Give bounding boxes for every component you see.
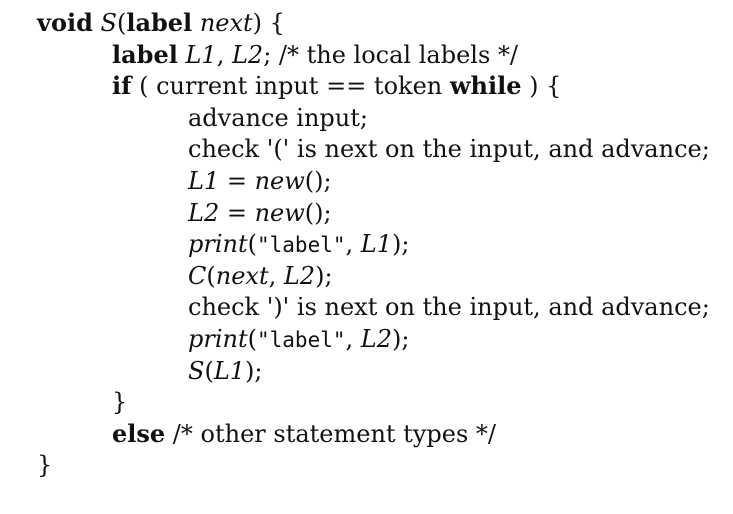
code-token: label [126, 8, 193, 37]
code-token: /* other statement types */ [165, 419, 496, 448]
code-line: check '(' is next on the input, and adva… [188, 134, 710, 164]
code-token: next [215, 261, 269, 290]
code-token: ( [206, 261, 216, 290]
code-token: ) { [521, 72, 562, 101]
code-line: L2 = new(); [188, 198, 332, 228]
code-token: print [188, 230, 248, 259]
code-token: L1 [185, 40, 217, 69]
code-token: S [100, 9, 117, 37]
code-line: print("label", L2); [188, 324, 409, 355]
code-token: (); [304, 167, 332, 195]
code-token: = [219, 167, 255, 195]
code-line: check ')' is next on the input, and adva… [188, 292, 710, 322]
code-token: check ')' is next on the input, and adva… [188, 293, 710, 322]
code-token: ; /* the local labels */ [263, 40, 518, 69]
code-token: L1 [188, 167, 220, 195]
code-token: , [216, 40, 232, 69]
code-token: else [112, 418, 166, 448]
code-token: , [268, 261, 284, 290]
code-token: new [254, 198, 305, 227]
code-token: while [449, 71, 522, 101]
code-token: L1 [360, 230, 392, 259]
code-token: ) { [252, 9, 285, 37]
code-token: "label" [257, 328, 346, 352]
code-token [192, 9, 200, 37]
code-token: ( [116, 9, 127, 37]
code-token: next [199, 9, 253, 37]
code-token: L2 [283, 261, 316, 290]
code-token: ( [247, 325, 257, 353]
code-token: , [345, 230, 361, 259]
code-token: = [219, 198, 255, 227]
code-token: (); [304, 198, 332, 227]
code-token: } [37, 451, 53, 480]
code-token: C [188, 261, 207, 290]
code-token: label [112, 39, 178, 69]
code-token: ); [315, 261, 333, 290]
code-token: check '(' is next on the input, and adva… [188, 135, 710, 164]
code-token: ); [245, 356, 263, 385]
code-token: print [188, 325, 248, 353]
code-line: print("label", L1); [188, 229, 409, 260]
code-line: if ( current input == token while ) { [112, 71, 561, 101]
code-line: L1 = new(); [188, 166, 332, 196]
code-token: ); [392, 325, 410, 353]
code-token: , [345, 325, 361, 353]
code-token: S [188, 356, 205, 385]
code-token: ( [247, 230, 257, 259]
code-line: S(L1); [188, 356, 263, 386]
code-token: L2 [360, 325, 392, 353]
code-token: if [112, 71, 132, 101]
code-token: ); [392, 230, 410, 259]
code-token: L2 [188, 198, 220, 227]
code-token [93, 9, 101, 37]
code-token: "label" [257, 233, 346, 258]
code-token: L1 [213, 356, 246, 385]
code-token: void [37, 8, 93, 37]
code-line: } [112, 387, 127, 417]
code-token: } [112, 388, 128, 417]
code-token: advance input; [188, 103, 368, 132]
code-line: C(next, L2); [188, 261, 333, 291]
code-token: ( [204, 356, 214, 385]
code-line: label L1, L2; /* the local labels */ [112, 40, 518, 70]
code-token: L2 [231, 40, 264, 69]
code-line: else /* other statement types */ [112, 419, 496, 449]
code-line: advance input; [188, 103, 368, 133]
code-line: } [37, 450, 52, 480]
code-line: void S(label next) { [37, 8, 285, 38]
code-token: ( current input == token [131, 72, 450, 101]
code-token: new [254, 167, 305, 195]
